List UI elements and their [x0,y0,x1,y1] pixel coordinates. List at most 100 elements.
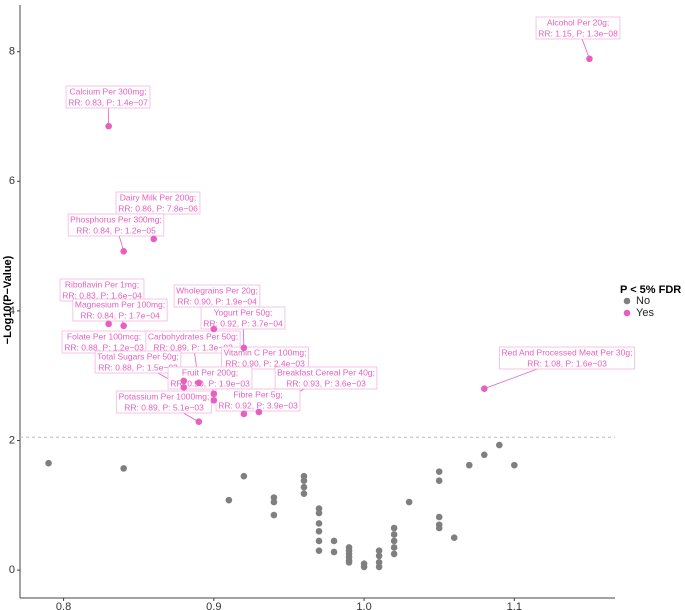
y-tick-label: 8 [9,46,15,58]
point-label: Riboflavin Per 1mg;RR: 0.83, P: 1.6e−04 [59,278,145,324]
point [105,122,112,130]
point [390,531,398,538]
point [330,537,338,545]
point [255,408,263,416]
point [45,459,52,467]
point [435,468,443,475]
point [315,537,323,545]
point [240,344,248,352]
label-name: Vitamin C Per 100mg; [224,347,307,357]
label-name: Folate Per 100mcg; [67,331,141,341]
label-box [72,298,168,322]
point [586,55,593,63]
label-box [535,16,621,40]
point [300,472,308,480]
label-name: Dairy Milk Per 200g; [120,192,197,202]
label-name: Carbohydrates Per 50g; [148,331,238,341]
legend-label: No [636,295,650,307]
label-stats: RR: 0.90, P: 2.4e−03 [225,358,305,368]
point [330,548,338,556]
point [315,547,323,554]
point [300,490,308,497]
label-stats: RR: 0.93, P: 3.6e−03 [286,378,366,388]
legend-swatch [623,309,631,317]
label-stats: RR: 0.83, P: 1.6e−04 [62,290,142,300]
x-tick-label: 0.9 [206,601,221,610]
point [120,465,127,472]
point [480,385,488,392]
point [120,247,127,255]
point [375,547,383,554]
label-name: Breakfast Cereal Per 40g; [277,367,375,377]
label-box [274,366,378,390]
point [195,379,203,387]
label-stats: RR: 0.88, P: 1.5e−03 [98,362,178,372]
label-stats: RR: 1.15, P: 1.3e−08 [538,28,618,38]
point [435,513,443,521]
label-stats: RR: 0.90, P: 1.9e−04 [177,296,257,306]
point [270,498,278,506]
point [390,544,398,551]
point [315,509,323,517]
point [315,505,323,512]
label-name: Wholegrains Per 20g; [176,285,258,295]
point [496,441,503,449]
point [210,390,218,398]
point-label: Magnesium Per 100mg;RR: 0.84, P: 1.7e−04 [72,298,168,326]
point [435,524,443,532]
point [511,461,518,469]
point [180,384,188,391]
label-name: Riboflavin Per 1mg; [65,279,139,289]
point-label: Yogurt Per 50g;RR: 0.92, P: 3.7e−04 [200,306,286,348]
point-label: Calcium Per 300mg;RR: 0.83, P: 1.4e−07 [65,85,151,127]
legend-swatch [623,297,631,305]
label-name: Potassium Per 1000mg; [119,391,210,401]
label-name: Total Sugars Per 50g; [97,351,179,361]
point [480,451,488,459]
label-stats: RR: 0.86, P: 7.8e−06 [118,203,198,213]
point [450,534,458,542]
point [375,559,383,566]
label-name: Phosphorus Per 300mg; [70,214,162,224]
x-tick-label: 1.1 [507,601,522,610]
label-box [167,366,253,390]
label-name: Calcium Per 300mg; [69,86,146,96]
point-label: Alcohol Per 20g;RR: 1.15, P: 1.3e−08 [535,16,621,59]
point-label: Vitamin C Per 100mg;RR: 0.90, P: 2.4e−03 [213,346,309,401]
y-tick-label: 0 [9,564,15,576]
point [405,498,413,506]
point [210,325,218,333]
point-label: Red And Processed Meat Per 30g;RR: 1.08,… [484,346,635,390]
label-box [200,306,286,330]
label-box [94,350,182,374]
x-tick-label: 1.0 [356,601,371,610]
point [180,377,188,385]
point [390,537,398,545]
point [375,552,383,560]
point [375,563,383,571]
point [105,320,112,328]
label-stats: RR: 0.88, P: 1.2e−03 [64,342,144,352]
y-axis-title: −Log10(P−Value) [2,255,14,344]
point [150,235,158,243]
point [240,410,248,418]
point [195,418,203,426]
point [270,494,278,501]
point [210,397,218,404]
label-stats: RR: 0.84, P: 1.2e−05 [76,225,156,235]
x-tick-label: 0.8 [56,601,71,610]
legend-title: P < 5% FDR [620,284,681,296]
point [270,511,278,519]
label-name: Fruit Per 200g; [182,367,238,377]
label-stats: RR: 1.08, P: 1.6e−03 [527,358,607,368]
label-box [67,213,165,237]
point [360,563,368,571]
point [120,322,127,330]
label-box [65,85,151,109]
point [345,559,353,566]
y-tick-label: 6 [9,175,15,187]
label-stats: RR: 0.83, P: 1.4e−07 [68,97,148,107]
label-stats: RR: 0.92, P: 3.9e−03 [218,400,298,410]
label-box [145,330,241,354]
point [315,520,323,527]
